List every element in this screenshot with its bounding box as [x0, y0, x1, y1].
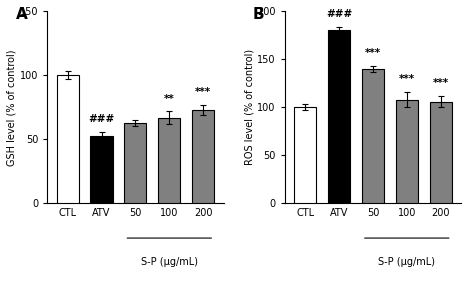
Y-axis label: ROS level (% of control): ROS level (% of control) [244, 49, 255, 166]
Bar [362, 69, 384, 203]
Text: B: B [253, 7, 264, 22]
Bar [57, 75, 79, 203]
Bar [90, 135, 112, 203]
Y-axis label: GSH level (% of control): GSH level (% of control) [7, 49, 17, 166]
Text: **: ** [164, 94, 175, 103]
Bar [396, 100, 418, 203]
Bar [158, 118, 180, 203]
Text: ###: ### [326, 9, 352, 19]
Bar [294, 107, 316, 203]
Bar [124, 123, 146, 203]
Text: A: A [15, 7, 27, 22]
Text: ***: *** [195, 87, 211, 97]
Text: S-P (μg/mL): S-P (μg/mL) [378, 257, 435, 267]
Bar [192, 110, 214, 203]
Text: ***: *** [432, 78, 449, 88]
Text: S-P (μg/mL): S-P (μg/mL) [141, 257, 198, 267]
Bar [430, 102, 452, 203]
Text: ***: *** [399, 74, 415, 84]
Bar [328, 31, 350, 203]
Text: ***: *** [365, 48, 381, 58]
Text: ###: ### [88, 114, 115, 124]
